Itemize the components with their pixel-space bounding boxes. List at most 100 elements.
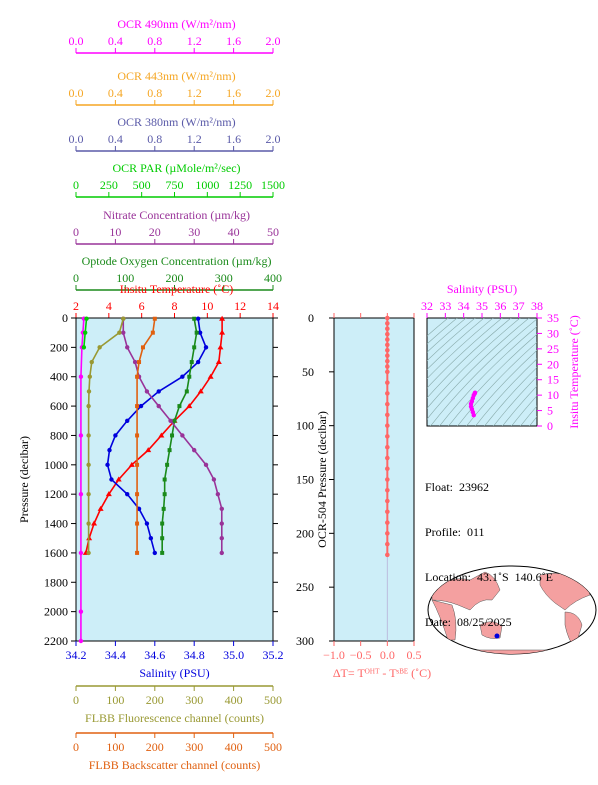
delta-t-point — [385, 331, 390, 337]
axis-title: Insitu Temperature (˚C) — [120, 282, 234, 296]
pressure-tick-label: 600 — [50, 399, 68, 413]
series-point — [135, 433, 140, 438]
series-point — [162, 477, 167, 482]
series-point — [125, 491, 130, 497]
series-oxygen — [160, 316, 199, 555]
isoline — [475, 358, 537, 426]
ts-xtick-label: 36 — [494, 299, 506, 313]
ts-xtick-label: 37 — [513, 299, 525, 313]
axis-tick-label: 10 — [201, 299, 213, 313]
ts-xtick-label: 32 — [421, 299, 433, 313]
delta-t-point — [385, 348, 390, 353]
delta-t-point — [385, 321, 390, 326]
land-africa — [431, 599, 457, 641]
axis-tick-label: 500 — [264, 693, 282, 707]
series-point — [78, 550, 84, 556]
axis-tick-label: 0.8 — [147, 34, 162, 48]
series-point — [86, 403, 91, 409]
series-point — [184, 389, 189, 394]
ts-ytick-label: 25 — [547, 342, 559, 356]
ts-ytick-label: 20 — [547, 357, 559, 371]
delta-t-point — [385, 444, 390, 450]
delta-t-point — [385, 541, 390, 547]
series-point — [115, 476, 122, 482]
axis-tick-label: 400 — [264, 271, 282, 285]
axis-tick-label: 100 — [116, 271, 134, 285]
pressure-tick-label: 800 — [50, 428, 68, 442]
profile-number: Profile: 011 — [425, 525, 485, 539]
isoline — [529, 416, 537, 426]
series-point — [161, 506, 166, 511]
pressure-tick-label: 1600 — [44, 546, 68, 560]
isoline — [511, 395, 537, 426]
axis-tick-label: 1.2 — [187, 34, 202, 48]
series-point — [215, 491, 221, 497]
axis-tick-label: 34.8 — [184, 648, 205, 662]
series-point — [135, 404, 140, 409]
series-point — [86, 521, 91, 526]
series-point — [135, 550, 140, 555]
delta-t-point — [385, 466, 390, 472]
series-point — [78, 433, 84, 438]
axis-title: Salinity (PSU) — [139, 666, 209, 680]
axis-tick-label: 0.4 — [108, 34, 123, 48]
series-point — [219, 550, 224, 556]
delta-t-panel: 0 50 100 150 200 250 300 OCR-504 Pressure (deci… — [296, 311, 431, 680]
delta-t-point — [385, 412, 390, 418]
axis-title: FLBB Backscatter channel (counts) — [89, 758, 261, 772]
delta-t-point — [385, 342, 390, 348]
axis-tick-label: 8 — [172, 299, 178, 313]
series-point — [194, 330, 199, 335]
series-point — [192, 447, 197, 453]
axis-tick-label: 50 — [267, 225, 279, 239]
pressure-axis-label: Pressure (decibar) — [17, 436, 31, 523]
delta-t-xlabel: ΔT= Tᴼᴴᵀ - Tˢᴮᴱ (˚C) — [333, 666, 431, 680]
axis-tick-label: 100 — [106, 693, 124, 707]
ts-ytick-label: 15 — [547, 373, 559, 387]
series-point — [140, 345, 145, 350]
delta-t-ytick-label: 0 — [308, 311, 314, 325]
axis-tick-label: 0 — [73, 178, 79, 192]
ts-ytick-label: 35 — [547, 311, 559, 325]
series-point — [136, 506, 142, 512]
series-point — [82, 330, 88, 335]
delta-t-xtick-label: −1.0 — [323, 648, 345, 662]
axis-tick-label: 400 — [225, 740, 243, 754]
axis-tick-label: 1500 — [261, 178, 285, 192]
top-axis-ocr380: 0.0 0.4 0.8 1.2 1.6 2.0 OCR 380nm (W/m²/nm) — [69, 115, 281, 152]
ts-ylabel: Insitu Temperature (˚C) — [567, 315, 581, 429]
axis-tick-label: 35.2 — [263, 648, 284, 662]
axis-tick-label: 0.8 — [147, 132, 162, 146]
ts-xtick-label: 35 — [476, 299, 488, 313]
isoline — [427, 318, 503, 389]
series-point — [135, 462, 140, 467]
series-point — [203, 345, 209, 350]
series-point — [219, 536, 224, 541]
land-asia — [431, 571, 501, 611]
series-point — [78, 609, 84, 614]
axis-tick-label: 40 — [228, 225, 240, 239]
top-axis-ocr490: 0.0 0.4 0.8 1.2 1.6 2.0 OCR 490nm (W/m²/nm) — [69, 17, 281, 54]
axis-tick-label: 0 — [73, 225, 79, 239]
series-point — [162, 492, 167, 497]
delta-t-point — [385, 487, 390, 493]
location: Location: 43.1˚S 140.6˚E — [425, 570, 553, 584]
series-point — [203, 462, 209, 468]
delta-t-point — [385, 423, 390, 428]
series-point — [150, 330, 155, 335]
pressure-tick-label: 2200 — [44, 634, 68, 648]
axis-title: OCR 380nm (W/m²/nm) — [117, 115, 235, 129]
series-point — [152, 550, 157, 556]
axis-tick-label: 14 — [267, 299, 279, 313]
series-point — [219, 521, 224, 526]
delta-t-point — [385, 315, 390, 321]
series-point — [97, 505, 104, 511]
ts-xtick-label: 34 — [458, 299, 470, 313]
series-point — [186, 403, 193, 409]
ts-ytick-label: 10 — [547, 388, 559, 402]
ts-point — [472, 390, 478, 395]
axis-tick-label: 0.4 — [108, 86, 123, 100]
ts-xlabel: Salinity (PSU) — [447, 282, 517, 296]
series-point — [192, 345, 197, 350]
